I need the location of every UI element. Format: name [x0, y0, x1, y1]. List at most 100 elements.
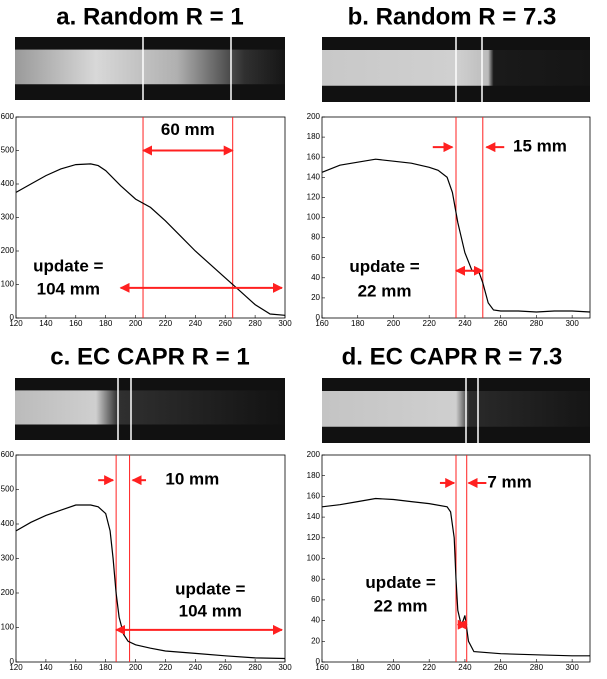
y-tick-label: 300: [1, 213, 15, 222]
y-tick-label: 80: [311, 574, 320, 583]
y-tick-label: 0: [316, 657, 321, 666]
y-tick-label: 100: [307, 213, 321, 222]
y-tick-label: 180: [307, 132, 321, 141]
x-tick-label: 120: [9, 319, 23, 328]
panel-title: a. Random R = 1: [56, 3, 243, 30]
y-tick-label: 80: [311, 233, 320, 242]
x-tick-label: 260: [219, 319, 233, 328]
x-tick-label: 220: [423, 319, 437, 328]
x-tick-label: 140: [39, 663, 53, 672]
y-tick-label: 140: [307, 172, 321, 181]
x-tick-label: 220: [159, 319, 173, 328]
y-tick-label: 0: [316, 313, 321, 322]
x-tick-label: 180: [351, 319, 365, 328]
y-tick-label: 200: [307, 450, 321, 459]
x-tick-label: 140: [39, 319, 53, 328]
x-tick-label: 240: [458, 319, 472, 328]
x-tick-label: 160: [69, 663, 83, 672]
x-tick-label: 300: [565, 663, 579, 672]
y-tick-label: 100: [1, 623, 15, 632]
plot-area: [15, 454, 286, 663]
y-tick-label: 600: [1, 112, 15, 121]
y-tick-label: 400: [1, 519, 15, 528]
annotation: 15 mm: [513, 137, 567, 156]
y-tick-label: 60: [311, 595, 320, 604]
y-tick-label: 200: [1, 246, 15, 255]
y-tick-label: 100: [1, 280, 15, 289]
profile-line: [321, 158, 591, 313]
y-tick-label: 200: [1, 588, 15, 597]
x-tick-label: 120: [9, 663, 23, 672]
y-tick-label: 200: [307, 112, 321, 121]
y-tick-label: 40: [311, 616, 320, 625]
y-tick-label: 0: [10, 657, 15, 666]
image-bar: [15, 390, 285, 425]
panel: c. EC CAPR R = 1 120 140 160 180 200 220 240 260…: [1, 343, 293, 672]
y-tick-label: 140: [307, 512, 321, 521]
x-tick-label: 200: [129, 319, 143, 328]
y-tick-label: 120: [307, 193, 321, 202]
x-tick-label: 260: [494, 319, 508, 328]
y-tick-label: 400: [1, 179, 15, 188]
x-tick-label: 160: [315, 319, 329, 328]
annotation: 104 mm: [179, 601, 242, 620]
x-tick-label: 160: [315, 663, 329, 672]
panel-title: d. EC CAPR R = 7.3: [342, 343, 563, 370]
annotation: update =: [175, 579, 245, 598]
x-tick-label: 260: [219, 663, 233, 672]
panel: a. Random R = 1 120 140 160 180 200 220 240 260 2…: [1, 3, 293, 328]
image-bar: [15, 49, 285, 85]
x-tick-label: 180: [99, 319, 113, 328]
y-tick-label: 160: [307, 152, 321, 161]
x-tick-label: 180: [99, 663, 113, 672]
x-tick-label: 300: [278, 663, 292, 672]
y-tick-label: 600: [1, 450, 15, 459]
x-tick-label: 200: [129, 663, 143, 672]
annotation: 22 mm: [374, 597, 428, 616]
profile-line: [321, 497, 590, 657]
y-tick-label: 100: [307, 554, 321, 563]
annotation: 10 mm: [165, 470, 219, 489]
annotation: update =: [33, 257, 103, 276]
y-tick-label: 180: [307, 471, 321, 480]
y-tick-label: 500: [1, 485, 15, 494]
y-tick-label: 20: [311, 636, 320, 645]
image-bar: [322, 391, 590, 427]
x-tick-label: 300: [278, 319, 292, 328]
x-tick-label: 240: [458, 663, 472, 672]
y-tick-label: 60: [311, 253, 320, 262]
y-tick-label: 0: [10, 313, 15, 322]
x-tick-label: 220: [159, 663, 173, 672]
y-tick-label: 40: [311, 273, 320, 282]
x-tick-label: 260: [494, 663, 508, 672]
profile-line: [15, 504, 286, 660]
x-tick-label: 240: [189, 663, 203, 672]
annotation: update =: [365, 573, 435, 592]
x-tick-label: 180: [351, 663, 365, 672]
x-tick-label: 240: [189, 319, 203, 328]
x-tick-label: 200: [387, 663, 401, 672]
annotation: update =: [349, 257, 419, 276]
panel-title: c. EC CAPR R = 1: [50, 343, 249, 370]
x-tick-label: 300: [565, 319, 579, 328]
y-tick-label: 120: [307, 533, 321, 542]
y-tick-label: 300: [1, 554, 15, 563]
x-tick-label: 160: [69, 319, 83, 328]
annotation: 104 mm: [37, 279, 100, 298]
annotation: 22 mm: [358, 281, 412, 300]
y-tick-label: 160: [307, 492, 321, 501]
x-tick-label: 280: [248, 663, 262, 672]
annotation: 60 mm: [161, 120, 215, 139]
y-tick-label: 500: [1, 146, 15, 155]
x-tick-label: 280: [530, 663, 544, 672]
annotation: 7 mm: [487, 472, 531, 491]
y-tick-label: 20: [311, 293, 320, 302]
x-tick-label: 280: [530, 319, 544, 328]
panel-title: b. Random R = 7.3: [348, 3, 557, 30]
x-tick-label: 220: [423, 663, 437, 672]
x-tick-label: 280: [248, 319, 262, 328]
x-tick-label: 200: [387, 319, 401, 328]
